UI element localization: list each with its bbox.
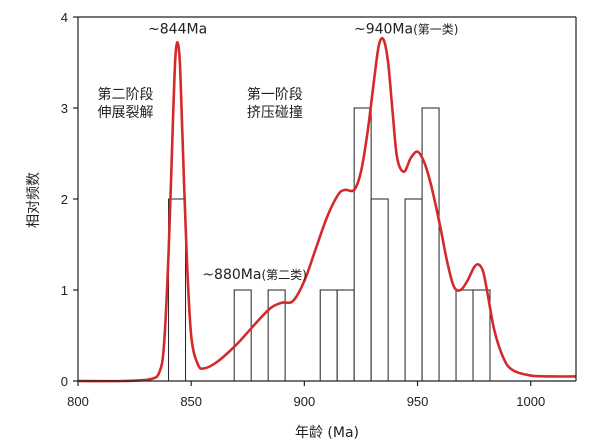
histogram-bar-8 (421, 107, 440, 382)
x-tick-label-900: 900 (294, 394, 316, 409)
annotation-stage1_desc-text: 挤压碰撞 (247, 105, 303, 121)
annotation-peak_940-text: ~940Ma (354, 21, 413, 37)
x-tick-label-800: 800 (67, 394, 89, 409)
annotation-peak_940-sub: (第一类) (413, 22, 458, 36)
y-tick-label-1: 1 (61, 283, 68, 298)
annotation-peak_880: ~880Ma(第二类) (202, 267, 307, 283)
y-tick-label-3: 3 (61, 101, 68, 116)
histogram-bar-3 (319, 289, 338, 382)
annotation-stage2_title: 第二阶段 (98, 86, 154, 103)
x-tick-label-850: 850 (180, 394, 202, 409)
annotation-stage1_title: 第一阶段 (247, 86, 303, 103)
histogram-bar-5 (353, 107, 372, 382)
histogram-bar-6 (370, 198, 389, 382)
histogram-bar-1 (233, 289, 252, 382)
density-curve-line (77, 36, 577, 383)
axes-group: 800 850 900 950 1000 0 1 2 3 4 (61, 10, 577, 409)
histogram-bar-4 (336, 289, 355, 382)
annotation-peak_880-sub: (第二类) (261, 268, 306, 282)
x-axis-title: 年龄 (Ma) (295, 425, 359, 441)
annotation-peak_940: ~940Ma(第一类) (354, 21, 459, 37)
y-tick-label-2: 2 (61, 192, 68, 207)
x-tick-label-950: 950 (407, 394, 429, 409)
histogram-bar-7 (404, 198, 423, 382)
histogram-bar-0 (168, 198, 187, 382)
annotation-peak_880-text: ~880Ma (202, 267, 261, 283)
histogram-bars (168, 107, 491, 382)
x-tick-label-1000: 1000 (516, 394, 545, 409)
histogram-bar-10 (472, 289, 491, 382)
annotation-peak_844: ~844Ma (148, 21, 207, 37)
annotation-stage2_title-text: 第二阶段 (98, 86, 154, 103)
density-curve-group (77, 36, 577, 383)
annotation-peak_844-text: ~844Ma (148, 21, 207, 37)
y-tick-label-4: 4 (61, 10, 68, 25)
annotation-stage1_desc: 挤压碰撞 (247, 105, 303, 121)
annotation-stage1_title-text: 第一阶段 (247, 86, 303, 103)
histogram-bar-9 (455, 289, 474, 382)
annotation-stage2_desc-text: 伸展裂解 (98, 105, 154, 121)
y-tick-label-0: 0 (61, 374, 68, 389)
annotation-stage2_desc: 伸展裂解 (98, 105, 154, 121)
y-axis-title: 相对频数 (26, 172, 42, 228)
